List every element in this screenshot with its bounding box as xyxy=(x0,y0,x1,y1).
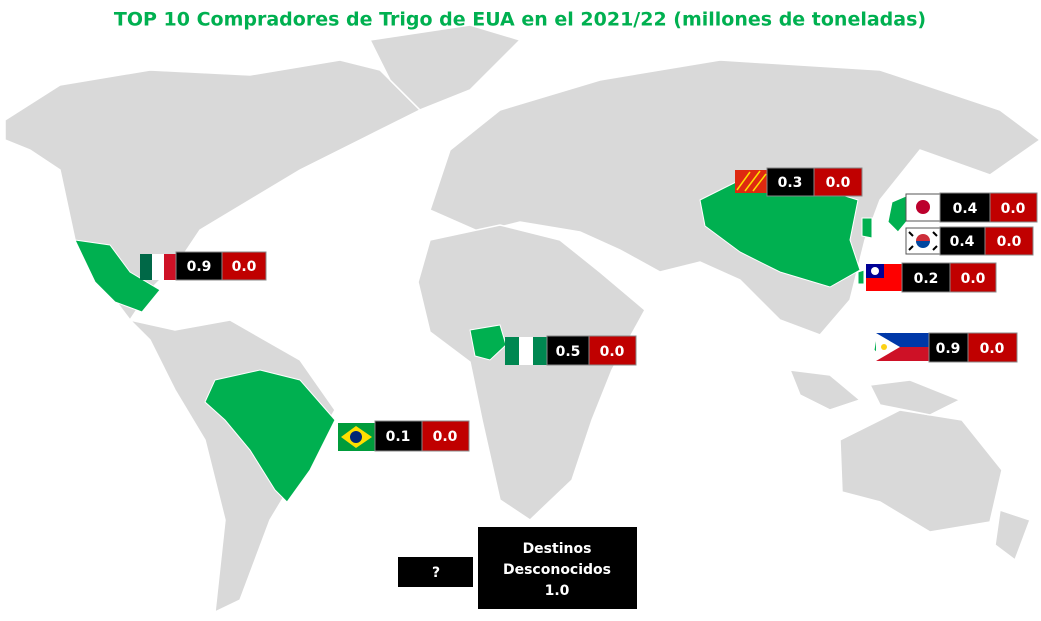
unknown-value: 1.0 xyxy=(545,583,570,599)
korea xyxy=(861,217,873,239)
label-taiwan: 0.2 0.0 xyxy=(866,262,997,293)
change: 0.0 xyxy=(826,175,851,191)
nigeria xyxy=(469,324,507,361)
value: 0.9 xyxy=(936,341,961,357)
label-korea: 0.4 0.0 xyxy=(905,226,1034,256)
mexico xyxy=(74,239,161,313)
taiwan xyxy=(857,269,865,285)
change: 0.0 xyxy=(961,271,986,287)
change: 0.0 xyxy=(232,259,257,275)
value: 0.3 xyxy=(778,175,803,191)
value: 0.9 xyxy=(187,259,212,275)
value: 0.4 xyxy=(950,234,975,250)
buyer-countries xyxy=(74,179,913,503)
label-brazil: 0.1 0.0 xyxy=(338,420,470,452)
change: 0.0 xyxy=(600,344,625,360)
title: TOP 10 Compradores de Trigo de EUA en el… xyxy=(114,9,926,31)
unknown-line2: Desconocidos xyxy=(503,562,611,578)
change: 0.0 xyxy=(1001,201,1026,217)
unknown-destinations: ? Destinos Desconocidos 1.0 xyxy=(398,527,637,609)
value: 0.5 xyxy=(556,344,581,360)
value: 0.4 xyxy=(953,201,978,217)
label-china: 0.3 0.0 xyxy=(735,167,863,197)
value: 0.1 xyxy=(386,429,411,445)
brazil xyxy=(204,369,336,503)
change: 0.0 xyxy=(997,234,1022,250)
change: 0.0 xyxy=(980,341,1005,357)
label-mexico: 0.9 0.0 xyxy=(140,251,267,281)
world-map xyxy=(4,24,1041,614)
label-japan: 0.4 0.0 xyxy=(905,192,1038,223)
unknown-icon: ? xyxy=(432,565,440,581)
unknown-box xyxy=(478,527,637,609)
label-nigeria: 0.5 0.0 xyxy=(505,335,637,366)
change: 0.0 xyxy=(433,429,458,445)
value: 0.2 xyxy=(914,271,939,287)
unknown-icon-box xyxy=(398,557,473,587)
label-philippines: 0.9 0.0 xyxy=(876,332,1018,363)
unknown-line1: Destinos xyxy=(523,541,592,557)
